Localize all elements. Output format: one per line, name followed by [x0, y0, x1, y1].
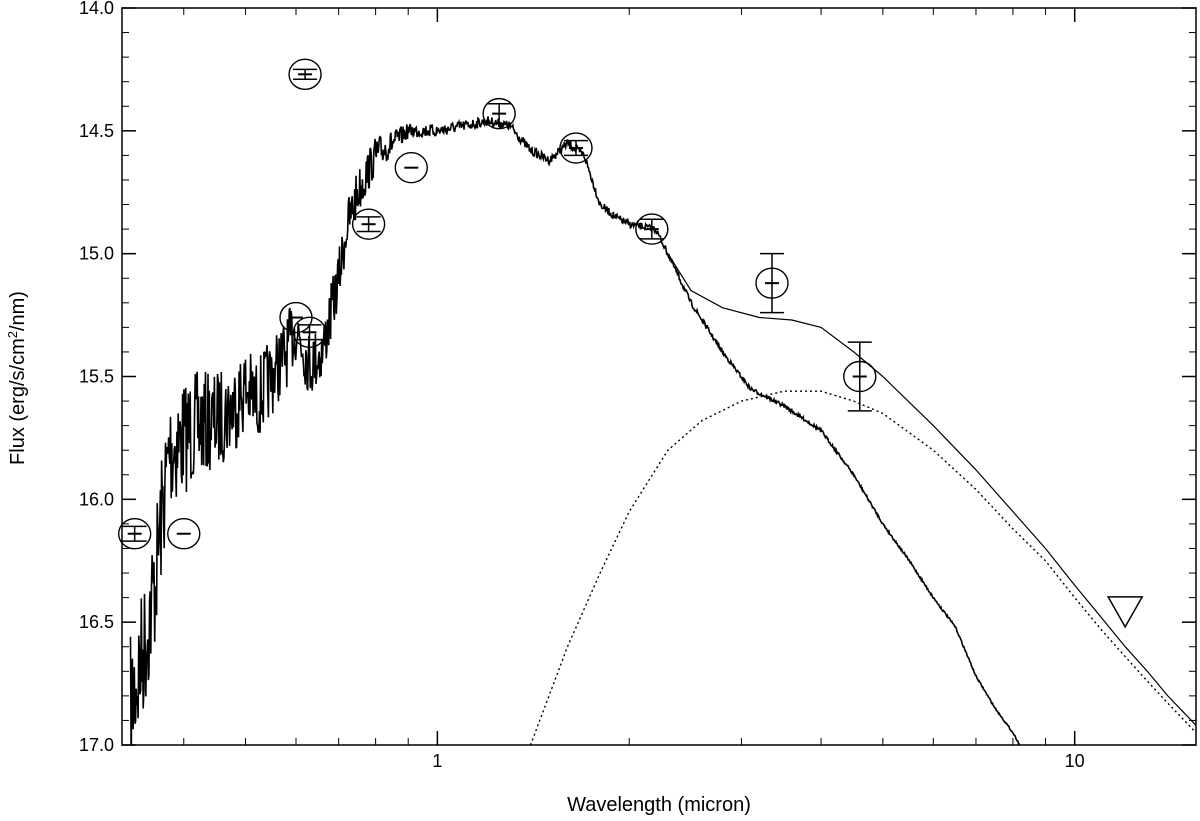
- y-tick-label: 16.5: [79, 612, 114, 632]
- photometry-point: [559, 132, 593, 164]
- upper-limit-marker: [1106, 596, 1144, 629]
- photometry-marker: [394, 151, 428, 184]
- photometry-marker: [288, 58, 322, 91]
- y-tick-label: 17.0: [79, 735, 114, 755]
- y-axis-title: Flux (erg/s/cm2/nm): [5, 291, 30, 465]
- x-tick-label: 1: [432, 751, 442, 771]
- photometry-marker: [635, 213, 669, 245]
- photometry-point: [288, 58, 322, 91]
- photometry-point: [292, 316, 327, 348]
- photometry-marker: [292, 316, 327, 348]
- photometry-marker: [351, 208, 386, 240]
- photometry-point: [394, 151, 428, 184]
- y-tick-label: 14.0: [79, 0, 114, 18]
- photometry-point: [843, 341, 877, 412]
- photometry-point: [755, 252, 789, 314]
- x-axis-title: Wavelength (micron): [567, 794, 751, 816]
- photometry-point: [635, 213, 669, 245]
- photometry-point: [482, 97, 516, 130]
- photometry-marker: [482, 97, 516, 130]
- y-tick-label: 15.0: [79, 244, 114, 264]
- plot-frame: [121, 7, 1197, 746]
- y-axis-title-pre: Flux (erg/s/cm: [7, 338, 29, 465]
- x-tick-label: 10: [1065, 751, 1085, 771]
- stellar-spectrum-line: [129, 116, 1021, 745]
- photometry-marker: [117, 518, 152, 550]
- photometry-marker: [559, 132, 593, 164]
- photometry-point: [167, 518, 201, 550]
- y-tick-label: 14.5: [79, 121, 114, 141]
- y-axis-title-post: /nm): [7, 291, 29, 331]
- photometry-point: [351, 208, 386, 240]
- total-model-line: [667, 253, 1196, 726]
- y-tick-label: 16.0: [79, 489, 114, 509]
- y-tick-label: 15.5: [79, 367, 114, 387]
- photometry-layer: [117, 58, 1144, 629]
- series-layer: [129, 116, 1196, 745]
- y-axis: 14.0 14.5 15.0 15.5 16.0 16.5 17.0: [79, 0, 1196, 755]
- dust-blackbody-line: [529, 390, 1196, 745]
- x-axis: 1 10: [183, 8, 1085, 771]
- photometry-marker: [167, 518, 201, 550]
- photometry-point: [117, 518, 152, 550]
- y-axis-title-sup: 2: [5, 331, 20, 338]
